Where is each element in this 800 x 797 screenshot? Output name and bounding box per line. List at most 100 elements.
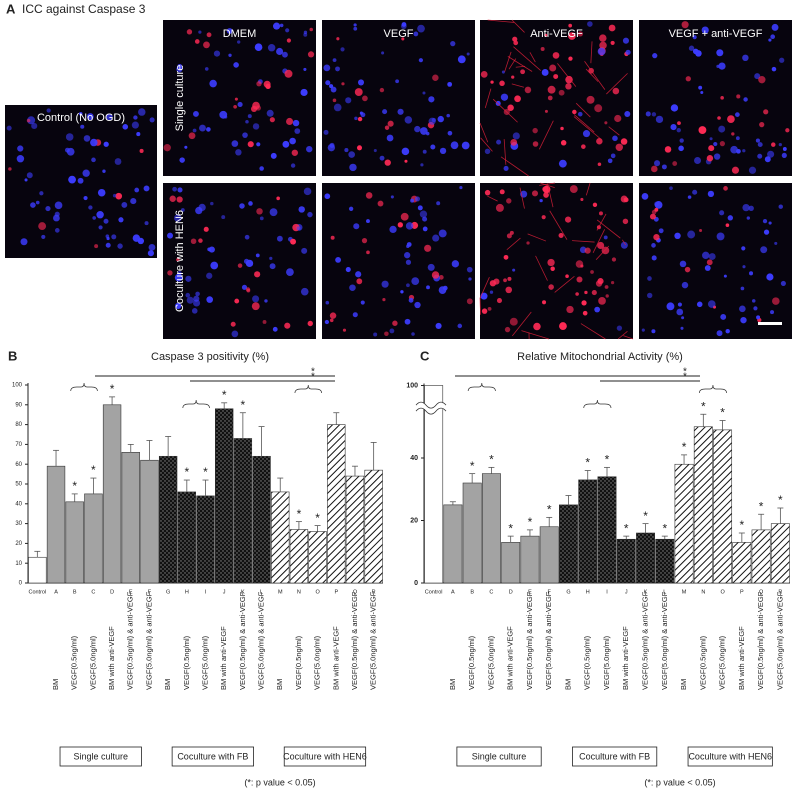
cell: [547, 95, 553, 101]
cell: [404, 318, 411, 325]
condition-label: BM: [679, 679, 688, 690]
column-label: VEGF: [384, 28, 414, 40]
fiber: [480, 137, 493, 152]
cell: [649, 213, 656, 220]
cell: [255, 105, 261, 111]
condition-label: BM with anti-VEGF: [219, 626, 228, 690]
cell: [252, 123, 260, 130]
cell: [354, 88, 363, 97]
image-bg: [639, 183, 792, 339]
cell: [759, 122, 765, 128]
condition-label: VEGF(0.5ng/ml): [70, 635, 79, 690]
fiber: [596, 213, 607, 231]
y-tick-label: 0: [414, 580, 418, 587]
cell: [679, 260, 687, 268]
cell: [264, 299, 268, 303]
cell: [149, 117, 155, 123]
panel-title: ICC against Caspase 3: [22, 2, 146, 16]
cell: [86, 113, 94, 121]
cell: [674, 232, 681, 240]
bar: [327, 424, 346, 584]
fiber: [575, 102, 591, 118]
cell: [193, 299, 201, 307]
cell: [768, 38, 772, 42]
bar: [215, 408, 234, 584]
cell: [651, 255, 657, 261]
significance-star: *: [297, 507, 302, 521]
y-tick-label: 0: [19, 581, 23, 587]
cell: [532, 141, 539, 147]
x-tick-label: R: [372, 589, 376, 595]
footnote: (*: p value < 0.05): [244, 777, 315, 787]
cell: [596, 137, 603, 145]
comparison-brace: [698, 384, 727, 394]
cell: [466, 266, 473, 273]
cell: [677, 121, 681, 126]
panel-letter: B: [8, 348, 17, 363]
fiber: [512, 311, 532, 337]
fiber: [479, 122, 489, 143]
significance-star: *: [682, 440, 687, 454]
cell: [503, 254, 509, 260]
image-bg: [322, 183, 475, 339]
cell: [746, 216, 751, 220]
cell: [413, 31, 419, 37]
y-tick-label: 90: [15, 402, 22, 408]
cell: [356, 145, 363, 151]
cell: [404, 159, 408, 163]
x-tick-label: G: [166, 589, 170, 595]
cell: [356, 278, 363, 285]
condition-label: VEGF(5.0ng/ml): [718, 635, 727, 690]
charts: B Caspase 3 positivity (%) 0 10 20 30 40 50 60 70…: [8, 348, 790, 787]
fiber: [539, 182, 556, 186]
cell: [754, 73, 761, 80]
axis-break: [415, 401, 447, 415]
cell: [450, 141, 459, 150]
condition-label: VEGF(5.0ng/ml) & anti-VEGF: [369, 591, 378, 690]
cell: [513, 40, 519, 46]
cell: [604, 121, 608, 125]
cell: [614, 114, 622, 123]
cell: [771, 23, 779, 31]
cell: [565, 274, 569, 278]
y-tick-label: 50: [15, 482, 22, 488]
cell: [245, 287, 251, 292]
cell: [647, 292, 653, 299]
cell: [565, 83, 572, 90]
bar: [424, 385, 444, 584]
cell: [670, 104, 679, 112]
cell: [549, 64, 557, 72]
significance-star: *: [778, 493, 783, 507]
fiber: [492, 98, 518, 123]
cell: [147, 250, 154, 257]
cell: [379, 87, 385, 93]
cell: [248, 201, 253, 206]
y-tick-label: 40: [15, 501, 22, 507]
cell: [743, 97, 748, 102]
cell: [594, 104, 603, 113]
cell: [706, 259, 713, 266]
cell: [582, 130, 591, 138]
cell: [658, 228, 664, 234]
x-tick-label: A: [451, 589, 455, 595]
cell: [581, 300, 587, 306]
cell: [438, 274, 444, 280]
cell: [672, 161, 678, 166]
cell: [242, 132, 248, 138]
cell: [718, 62, 726, 70]
fiber: [504, 51, 512, 72]
cell: [608, 24, 616, 32]
cell: [651, 243, 656, 248]
cell: [167, 270, 173, 276]
cell: [723, 274, 727, 278]
group-label: Single culture: [73, 751, 128, 761]
chart-title: Relative Mitochondrial Activity (%): [517, 351, 683, 363]
bar: [158, 455, 178, 584]
cell: [717, 116, 721, 120]
bar: [121, 452, 140, 584]
cell: [185, 292, 191, 298]
cell: [256, 81, 262, 87]
cell: [411, 277, 420, 286]
cell: [206, 32, 212, 38]
cell: [267, 43, 276, 52]
